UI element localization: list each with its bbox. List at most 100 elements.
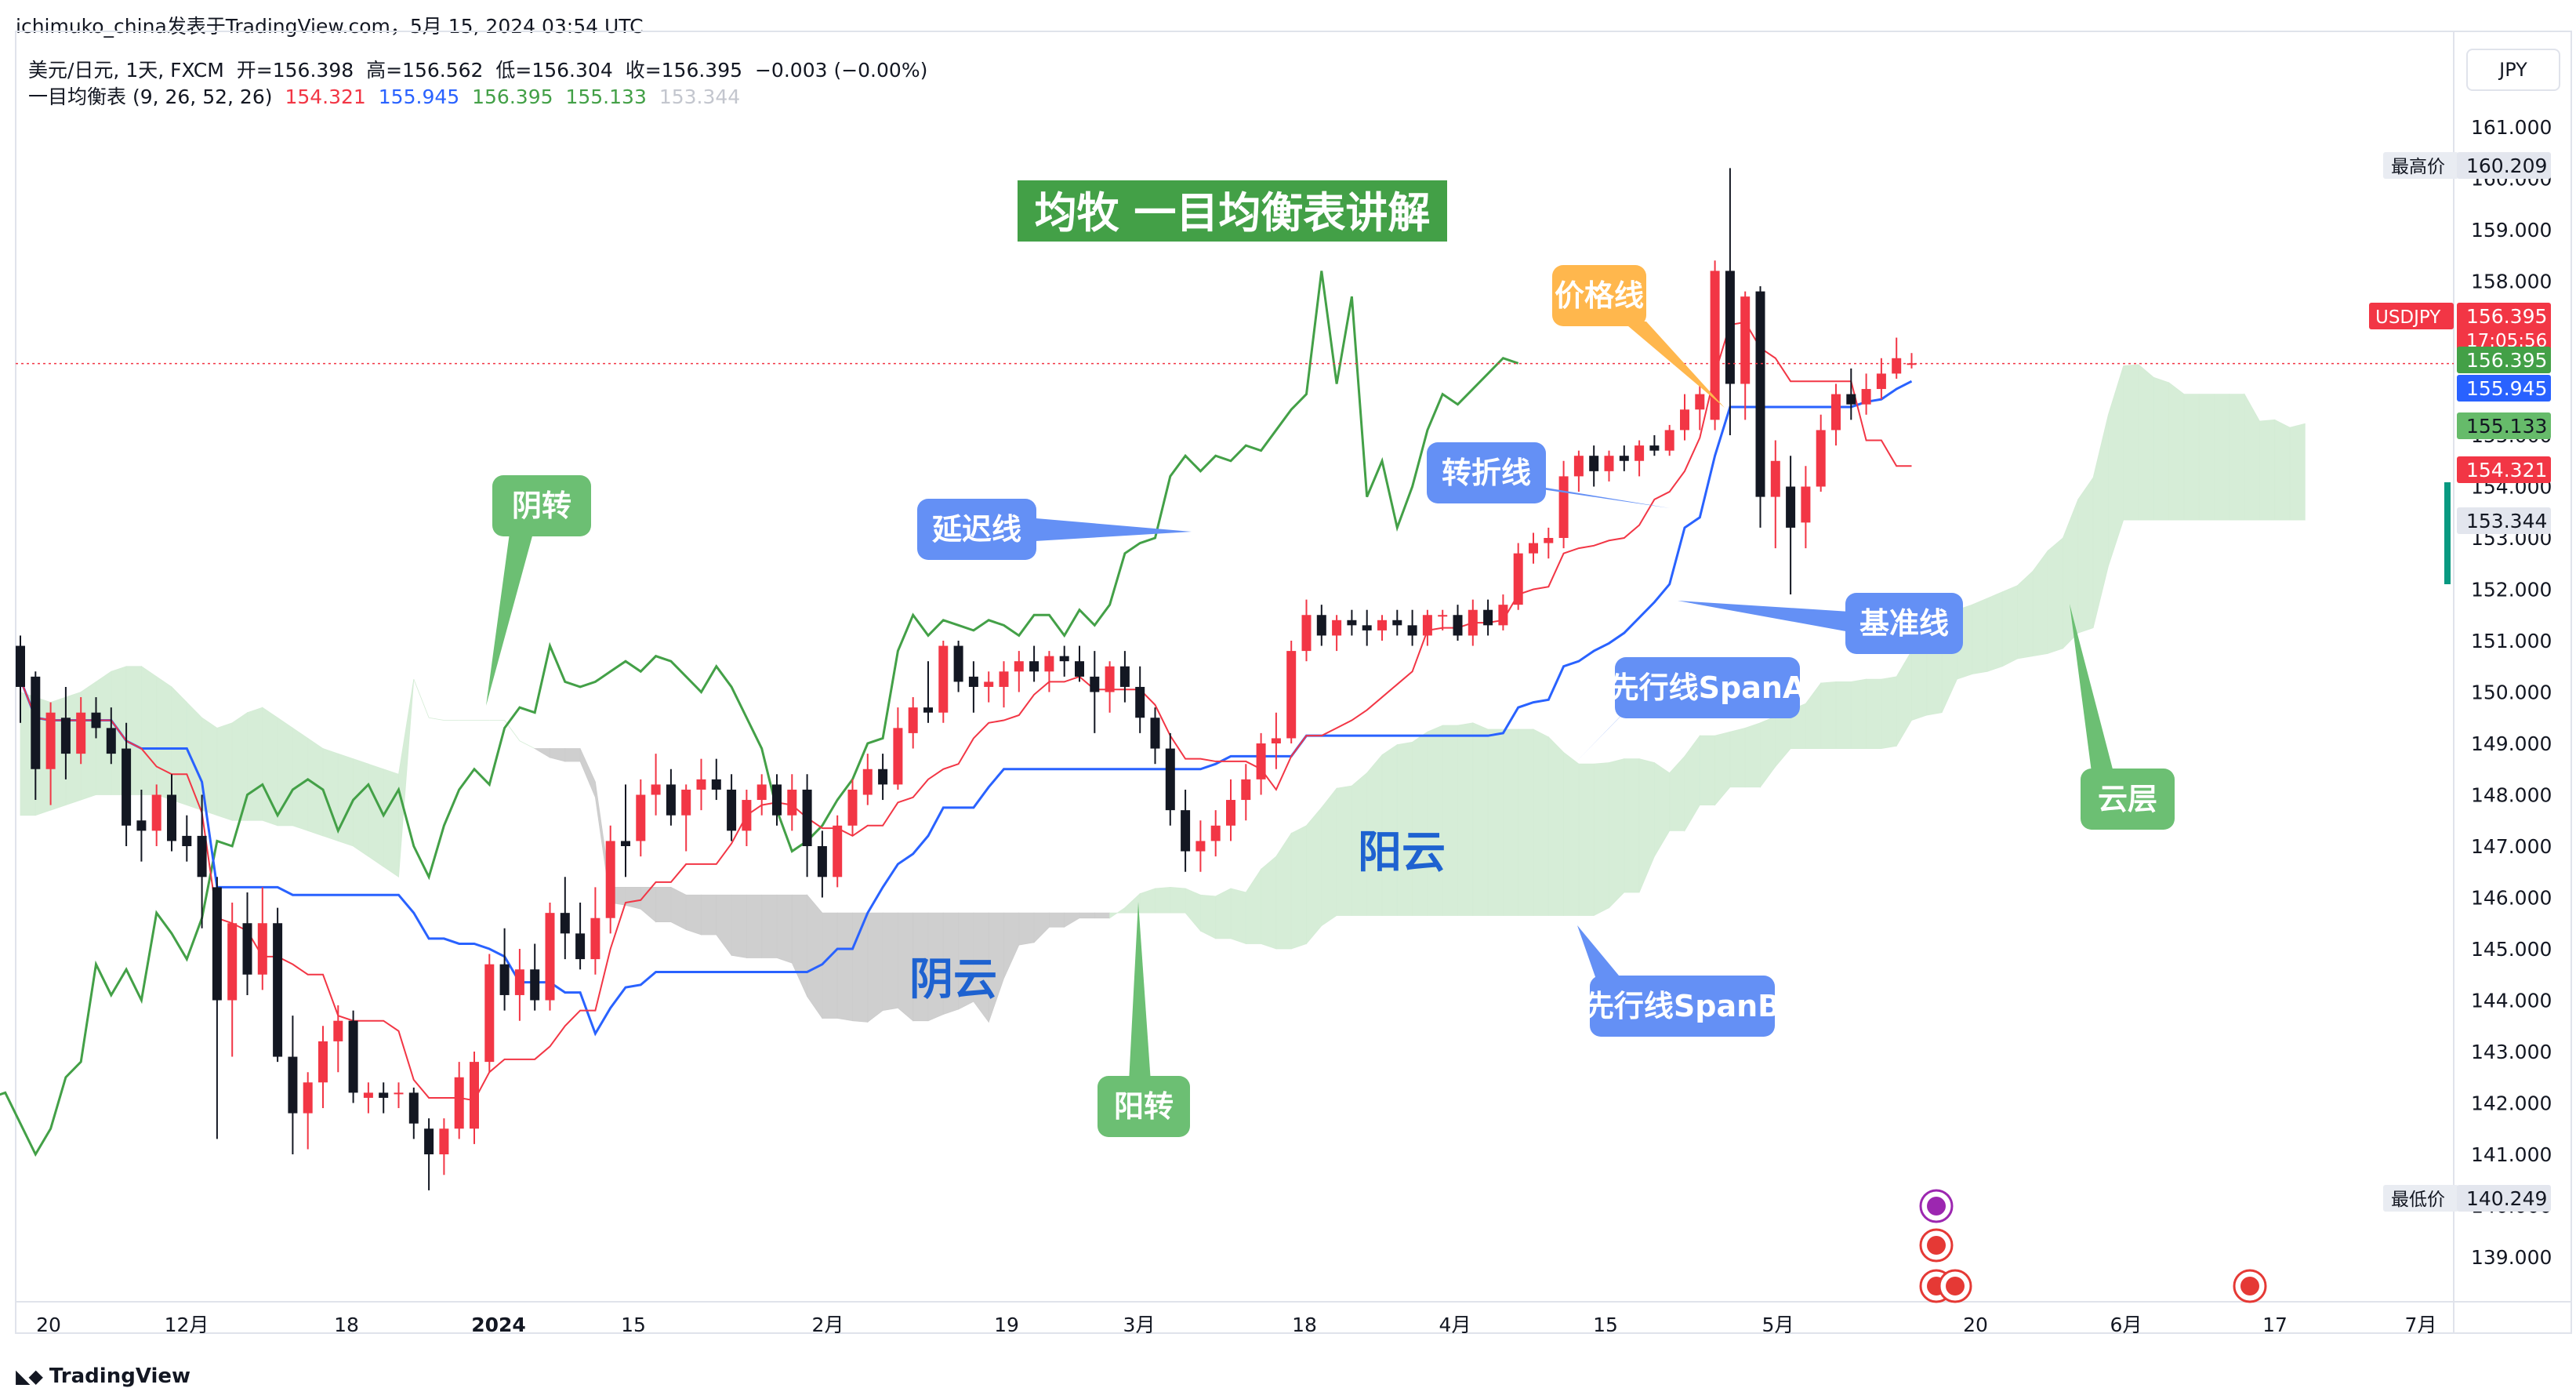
candle-body bbox=[45, 712, 56, 769]
event-us-flag-icon-ring bbox=[1938, 1269, 1972, 1303]
callout-kumo-twist-bull-bg bbox=[1098, 1076, 1190, 1137]
candle bbox=[333, 1005, 343, 1073]
indicator-info[interactable]: 一目均衡表 (9, 26, 52, 26) 154.321 155.945 15… bbox=[28, 82, 746, 110]
cloud-segment bbox=[550, 748, 566, 762]
cloud-segment bbox=[519, 740, 535, 749]
open-value: 开=156.398 bbox=[236, 59, 354, 82]
cloud-segment bbox=[2047, 537, 2063, 654]
cloud-segment bbox=[231, 711, 248, 821]
cloud-segment bbox=[50, 696, 67, 811]
cloud-segment bbox=[791, 894, 807, 997]
candle-body bbox=[802, 789, 812, 846]
x-tick-label: 6月 bbox=[2110, 1314, 2142, 1336]
candle-body bbox=[560, 913, 570, 934]
y-tick-label: 153.000 bbox=[2471, 527, 2552, 550]
candle bbox=[408, 1087, 419, 1139]
y-tick-label: 149.000 bbox=[2471, 732, 2552, 755]
candle bbox=[1770, 440, 1780, 549]
cloud-segment bbox=[1714, 731, 1731, 806]
candle-body bbox=[1286, 651, 1297, 739]
cloud-segment bbox=[201, 717, 218, 816]
cloud-segment bbox=[1805, 681, 1822, 749]
candle bbox=[1453, 605, 1463, 641]
price-label-caption: 最高价 bbox=[2391, 157, 2445, 177]
candle bbox=[1438, 609, 1448, 630]
currency-button[interactable]: JPY bbox=[2466, 49, 2560, 91]
cloud-segment bbox=[927, 912, 944, 1022]
candle-body bbox=[1150, 718, 1160, 749]
callout-kumo-twist-bull: 阳转 bbox=[1098, 902, 1190, 1137]
callout-chikou: 延迟线 bbox=[917, 499, 1192, 560]
cloud-segment bbox=[1835, 681, 1852, 749]
candle bbox=[484, 954, 495, 1073]
candle-body bbox=[1740, 296, 1751, 384]
candle-body bbox=[242, 923, 252, 975]
cloud-segment bbox=[504, 720, 521, 741]
cloud-segment bbox=[533, 748, 550, 758]
cloud-segment bbox=[1275, 832, 1292, 950]
cloud-segment bbox=[1699, 735, 1716, 805]
candle bbox=[136, 789, 147, 862]
callout-kijun-bg bbox=[1845, 593, 1963, 654]
cloud-segment bbox=[2244, 393, 2260, 521]
candle bbox=[575, 903, 586, 970]
candle bbox=[1059, 645, 1069, 677]
candle bbox=[938, 641, 949, 723]
candle-body bbox=[257, 923, 267, 975]
y-tick-label: 152.000 bbox=[2471, 579, 2552, 601]
cloud-segment bbox=[1866, 678, 1882, 749]
cloud-segment bbox=[836, 912, 853, 1022]
y-tick-label: 158.000 bbox=[2471, 271, 2552, 293]
cloud-segment bbox=[262, 707, 278, 827]
candle-body bbox=[1332, 620, 1342, 636]
candle-body bbox=[1498, 605, 1508, 626]
candle bbox=[197, 794, 207, 928]
candle bbox=[106, 707, 116, 765]
cloud-segment bbox=[1381, 743, 1398, 916]
candle bbox=[1090, 651, 1100, 733]
cloud-segment bbox=[807, 894, 823, 1019]
candle-body bbox=[833, 825, 843, 878]
candle-body bbox=[862, 769, 873, 795]
candle bbox=[348, 1010, 358, 1103]
candle bbox=[1680, 394, 1689, 441]
event-dividend-icon-dot bbox=[1927, 1197, 1946, 1215]
tradingview-watermark[interactable]: ◣◆ TradingView bbox=[16, 1364, 190, 1388]
cloud-segment bbox=[1124, 892, 1141, 914]
candle-body bbox=[651, 784, 661, 795]
cloud-segment bbox=[2274, 419, 2291, 521]
price-label: 155.133 bbox=[2457, 412, 2551, 439]
cloud-segment bbox=[579, 748, 596, 798]
candle bbox=[151, 784, 161, 846]
cloud-segment bbox=[898, 912, 914, 1022]
candle-body bbox=[1831, 394, 1841, 431]
callout-kijun: 基准线 bbox=[1678, 593, 1963, 654]
candle bbox=[802, 774, 812, 878]
cloud-segment bbox=[413, 678, 430, 718]
candle bbox=[1226, 779, 1235, 841]
callout-tenkan-bg bbox=[1427, 442, 1546, 503]
callout-price-line-pointer bbox=[1623, 322, 1725, 408]
candle-body bbox=[787, 789, 797, 816]
cloud-segment bbox=[2017, 570, 2034, 660]
cloud-segment bbox=[1155, 886, 1171, 914]
candle-body bbox=[60, 718, 71, 754]
candle-body bbox=[1347, 620, 1357, 626]
candle bbox=[1271, 712, 1281, 769]
event-us-flag-icon-dot bbox=[1927, 1236, 1946, 1255]
candle bbox=[1695, 383, 1705, 431]
price-label-value: 160.209 bbox=[2466, 154, 2547, 177]
candle-body bbox=[1710, 271, 1720, 420]
candle bbox=[651, 754, 661, 816]
candle bbox=[273, 907, 283, 1063]
candle bbox=[1286, 641, 1297, 743]
cloud-segment bbox=[1049, 912, 1065, 928]
candle-body bbox=[1210, 825, 1221, 841]
chart-border bbox=[15, 31, 2572, 1334]
cloud-segment bbox=[1624, 758, 1640, 893]
cloud-segment bbox=[1547, 736, 1564, 916]
candle-body bbox=[1695, 394, 1705, 410]
cloud-segment bbox=[1412, 731, 1428, 916]
candle bbox=[1649, 435, 1660, 456]
